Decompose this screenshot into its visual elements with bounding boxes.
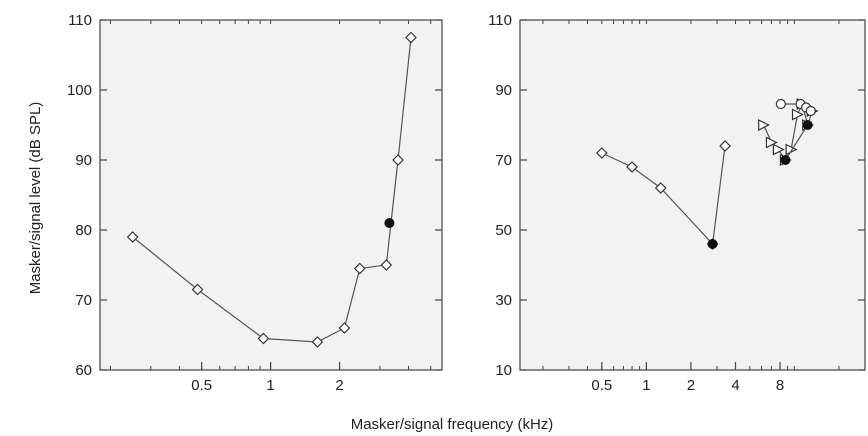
- data-point: [626, 161, 638, 173]
- y-tick-label: 110: [68, 12, 92, 29]
- x-axis-label: Masker/signal frequency (kHz): [351, 416, 554, 433]
- series-line: [784, 124, 809, 161]
- x-tick-label: 4: [731, 377, 739, 394]
- right-plot-frame: [519, 19, 866, 371]
- y-tick-label: 50: [495, 222, 512, 239]
- data-point: [595, 147, 608, 159]
- y-tick-label: 90: [495, 82, 512, 99]
- data-point: [765, 136, 778, 149]
- data-point: [654, 182, 667, 194]
- y-tick-label: 30: [495, 292, 512, 309]
- data-point: [353, 262, 366, 275]
- x-tick-label: 1: [642, 377, 650, 394]
- left-panel: 0.5 1 2 60 70 80 90 100 110: [67, 12, 443, 394]
- data-point: [392, 154, 404, 166]
- right-panel: 0.5 1 2 4 8 10 30 50 70 90 110: [488, 12, 866, 394]
- data-point: [775, 98, 786, 110]
- data-point: [126, 231, 139, 243]
- y-tick-label: 100: [67, 82, 92, 99]
- y-tick-label: 80: [75, 222, 92, 239]
- data-point: [805, 105, 816, 117]
- y-tick-label: 10: [495, 362, 512, 379]
- y-tick-label: 110: [488, 12, 512, 29]
- y-tick-label: 90: [75, 152, 92, 169]
- data-point: [758, 119, 770, 131]
- x-tick-label: 0.5: [591, 377, 612, 394]
- right-plot-area: [520, 20, 865, 370]
- data-point: [780, 155, 791, 165]
- x-tick-label: 0.5: [191, 377, 212, 394]
- y-tick-label: 70: [75, 292, 92, 309]
- data-point: [338, 322, 351, 334]
- x-tick-label: 1: [266, 377, 274, 394]
- data-point: [405, 31, 417, 44]
- y-tick-label: 70: [495, 152, 512, 169]
- left-plot-area: [100, 20, 442, 370]
- data-point: [772, 143, 785, 156]
- x-tick-label: 2: [687, 377, 695, 394]
- data-point: [719, 140, 731, 152]
- data-point: [311, 336, 324, 348]
- x-tick-label: 8: [776, 377, 784, 394]
- data-point: [191, 283, 204, 296]
- data-point: [380, 259, 393, 271]
- x-tick-label: 2: [335, 377, 343, 394]
- data-point: [257, 332, 270, 345]
- y-axis-label: Masker/signal level (dB SPL): [27, 102, 44, 295]
- data-point: [384, 218, 395, 228]
- data-point: [791, 108, 804, 121]
- data-point: [802, 120, 813, 130]
- y-tick-label: 60: [75, 362, 92, 379]
- data-point: [707, 239, 718, 249]
